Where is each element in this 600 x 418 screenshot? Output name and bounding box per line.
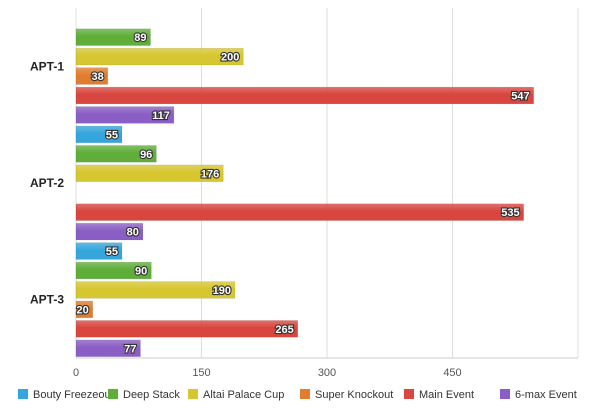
bar-deep-stack-apt-1 — [75, 28, 151, 46]
legend-swatch — [500, 389, 510, 399]
bar-6-max-event-apt-2 — [75, 222, 144, 241]
bar-deep-stack-apt-3 — [75, 261, 152, 280]
data-label: 89 — [134, 32, 146, 44]
data-label: 38 — [92, 71, 104, 83]
data-label: 96 — [140, 149, 152, 161]
data-label: 55 — [106, 246, 118, 258]
legend-label: Deep Stack — [123, 389, 180, 401]
legend-item-6-max-event[interactable]: 6-max Event — [500, 389, 577, 401]
bar-main-event-apt-1 — [75, 86, 534, 105]
bar-super-knockout-apt-1 — [75, 67, 109, 85]
legend-swatch — [300, 389, 310, 399]
bar-bouty-freezeout-apt-3 — [75, 242, 123, 260]
data-label: 535 — [501, 207, 519, 219]
bar-main-event-apt-3 — [75, 320, 299, 338]
bar-6-max-event-apt-3 — [75, 339, 141, 357]
bar-altai-palace-cup-apt-3 — [75, 281, 236, 299]
category-label-apt-2: APT-2 — [30, 176, 64, 190]
data-label: 190 — [213, 285, 231, 297]
data-label: 200 — [221, 52, 239, 64]
bar-deep-stack-apt-2 — [75, 145, 157, 163]
x-tick-label: 0 — [73, 367, 79, 379]
bar-bouty-freezeout-apt-2 — [75, 125, 123, 144]
category-label-apt-1: APT-1 — [30, 59, 64, 73]
legend-label: 6-max Event — [515, 389, 577, 401]
legend-label: Super Knockout — [315, 389, 393, 401]
legend-label: Altai Palace Cup — [203, 389, 284, 401]
data-label: 77 — [124, 343, 136, 355]
category-label-apt-3: APT-3 — [30, 293, 64, 307]
legend-item-bouty-freezeout[interactable]: Bouty Freezeout — [18, 389, 114, 401]
legend-swatch — [404, 389, 414, 399]
bar-altai-palace-cup-apt-1 — [75, 47, 244, 66]
data-label: 547 — [511, 91, 529, 103]
legend-swatch — [108, 389, 118, 399]
bar-6-max-event-apt-1 — [75, 106, 175, 124]
legend-item-main-event[interactable]: Main Event — [404, 389, 474, 401]
data-label: 55 — [106, 129, 118, 141]
bar-altai-palace-cup-apt-2 — [75, 164, 224, 182]
legend-swatch — [18, 389, 28, 399]
data-label: 265 — [275, 324, 293, 336]
x-tick-label: 150 — [192, 367, 210, 379]
legend-swatch — [188, 389, 198, 399]
legend-label: Main Event — [419, 389, 474, 401]
legend-item-super-knockout[interactable]: Super Knockout — [300, 389, 393, 401]
legend-label: Bouty Freezeout — [33, 389, 114, 401]
data-label: 117 — [152, 110, 170, 122]
data-label: 90 — [135, 266, 147, 278]
legend-item-deep-stack[interactable]: Deep Stack — [108, 389, 180, 401]
bar-main-event-apt-2 — [75, 203, 524, 221]
x-tick-label: 450 — [443, 367, 461, 379]
data-label: 20 — [76, 304, 88, 316]
data-label: 80 — [127, 227, 139, 239]
data-label: 176 — [201, 168, 219, 180]
x-tick-label: 300 — [318, 367, 336, 379]
legend-item-altai-palace-cup[interactable]: Altai Palace Cup — [188, 389, 284, 401]
bar-super-knockout-apt-3 — [75, 300, 94, 319]
